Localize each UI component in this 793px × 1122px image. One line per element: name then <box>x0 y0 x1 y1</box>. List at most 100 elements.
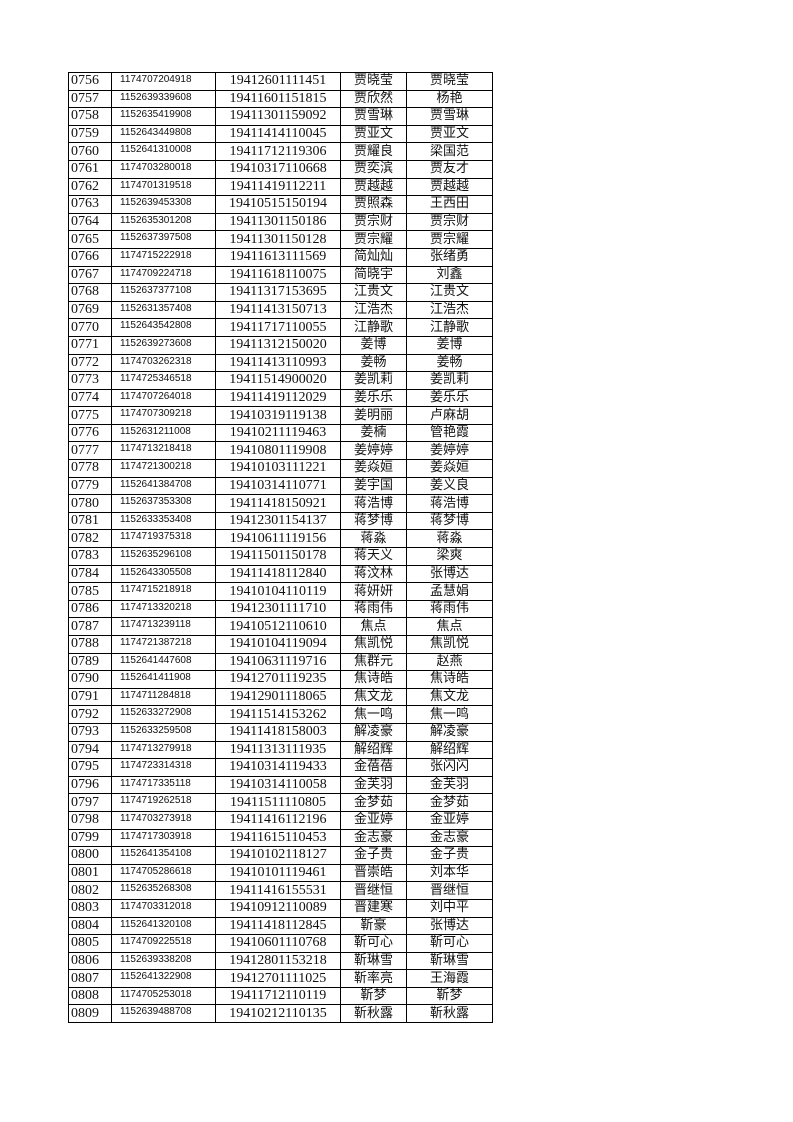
exam-number-cell: 19412701111025 <box>215 969 341 988</box>
student-name-cell: 贾雪琳 <box>340 107 407 126</box>
student-name-cell: 姜乐乐 <box>340 388 407 408</box>
registration-code-cell: 1152633353408 <box>111 511 216 531</box>
table-row: 0770 1152643542808 19411717110055 江静歌 江静歌 <box>68 318 493 337</box>
exam-number-cell: 19411414110045 <box>215 124 341 144</box>
row-number-cell: 0767 <box>68 265 112 285</box>
exam-number-cell: 19411413150713 <box>215 300 341 320</box>
guardian-name-cell: 贾宗财 <box>406 212 493 232</box>
registration-code-cell: 1152639273608 <box>111 335 216 355</box>
row-number-cell: 0774 <box>68 388 112 408</box>
exam-number-cell: 19410601110768 <box>215 934 341 953</box>
row-number-cell: 0759 <box>68 124 112 144</box>
table-row: 0805 1174709225518 19410601110768 靳可心 靳可心 <box>68 934 493 953</box>
registration-code-cell: 1152635419908 <box>111 107 216 126</box>
student-name-cell: 焦点 <box>340 617 407 636</box>
row-number-cell: 0779 <box>68 476 112 496</box>
registration-code-cell: 1174723314318 <box>111 758 216 777</box>
student-name-cell: 姜婷婷 <box>340 441 407 461</box>
row-number-cell: 0756 <box>68 72 112 91</box>
registration-code-cell: 1174713239118 <box>111 617 216 636</box>
table-row: 0788 1174721387218 19410104119094 焦凯悦 焦凯悦 <box>68 635 493 654</box>
row-number-cell: 0795 <box>68 758 112 777</box>
guardian-name-cell: 梁爽 <box>406 547 493 566</box>
table-row: 0807 1152641322908 19412701111025 靳率亮 王海霞 <box>68 969 493 988</box>
guardian-name-cell: 姜义良 <box>406 476 493 496</box>
row-number-cell: 0793 <box>68 722 112 742</box>
registration-code-cell: 1174721387218 <box>111 635 216 654</box>
student-name-cell: 姜畅 <box>340 353 407 373</box>
table-row: 0757 1152639339608 19411601151815 贾欣然 杨艳 <box>68 89 493 109</box>
registration-code-cell: 1174703273918 <box>111 810 216 830</box>
guardian-name-cell: 刘本华 <box>406 863 493 883</box>
registration-code-cell: 1152639339608 <box>111 89 216 109</box>
table-row: 0802 1152635268308 19411416155531 晋继恒 晋继恒 <box>68 881 493 900</box>
row-number-cell: 0758 <box>68 107 112 126</box>
student-name-cell: 焦诗皓 <box>340 670 407 689</box>
guardian-name-cell: 张绪勇 <box>406 247 493 267</box>
row-number-cell: 0805 <box>68 934 112 953</box>
student-name-cell: 焦凯悦 <box>340 635 407 654</box>
guardian-name-cell: 张博达 <box>406 916 493 936</box>
table-row: 0791 1174711284818 19412901118065 焦文龙 焦文龙 <box>68 687 493 707</box>
guardian-name-cell: 蒋淼 <box>406 529 493 549</box>
exam-number-cell: 19410314110058 <box>215 775 341 795</box>
table-row: 0795 1174723314318 19410314119433 金蓓蓓 张闪闪 <box>68 758 493 777</box>
row-number-cell: 0802 <box>68 881 112 900</box>
exam-number-cell: 19411313111935 <box>215 740 341 760</box>
guardian-name-cell: 江浩杰 <box>406 300 493 320</box>
guardian-name-cell: 蒋浩博 <box>406 494 493 513</box>
records-table: 0756 1174707204918 19412601111451 贾晓莹 贾晓莹 075… <box>68 72 493 1024</box>
student-name-cell: 焦文龙 <box>340 687 407 707</box>
row-number-cell: 0808 <box>68 986 112 1006</box>
guardian-name-cell: 张闪闪 <box>406 758 493 777</box>
row-number-cell: 0764 <box>68 212 112 232</box>
table-row: 0785 1174715218918 19410104110119 蒋妍妍 孟慧娟 <box>68 582 493 601</box>
row-number-cell: 0800 <box>68 846 112 865</box>
registration-code-cell: 1152643449808 <box>111 124 216 144</box>
table-row: 0793 1152633259508 19411418158003 解凌豪 解凌豪 <box>68 722 493 742</box>
table-row: 0794 1174713279918 19411313111935 解绍辉 解绍辉 <box>68 740 493 760</box>
exam-number-cell: 19410211119463 <box>215 423 341 443</box>
row-number-cell: 0801 <box>68 863 112 883</box>
row-number-cell: 0787 <box>68 617 112 636</box>
table-row: 0765 1152637397508 19411301150128 贾宗耀 贾宗耀 <box>68 230 493 249</box>
student-name-cell: 靳率亮 <box>340 969 407 988</box>
exam-number-cell: 19410104110119 <box>215 582 341 601</box>
exam-number-cell: 19410631119716 <box>215 652 341 672</box>
exam-number-cell: 19411419112211 <box>215 177 341 197</box>
registration-code-cell: 1174721300218 <box>111 459 216 478</box>
student-name-cell: 贾照森 <box>340 195 407 214</box>
table-row: 0756 1174707204918 19412601111451 贾晓莹 贾晓莹 <box>68 72 493 91</box>
row-number-cell: 0770 <box>68 318 112 337</box>
guardian-name-cell: 刘中平 <box>406 898 493 918</box>
exam-number-cell: 19410611119156 <box>215 529 341 549</box>
student-name-cell: 蒋梦博 <box>340 511 407 531</box>
guardian-name-cell: 金子贵 <box>406 846 493 865</box>
exam-number-cell: 19411301150186 <box>215 212 341 232</box>
exam-number-cell: 19412601111451 <box>215 72 341 91</box>
registration-code-cell: 1174715218918 <box>111 582 216 601</box>
exam-number-cell: 19410104119094 <box>215 635 341 654</box>
row-number-cell: 0782 <box>68 529 112 549</box>
student-name-cell: 解凌豪 <box>340 722 407 742</box>
registration-code-cell: 1152639338208 <box>111 951 216 971</box>
exam-number-cell: 19411511110805 <box>215 793 341 812</box>
guardian-name-cell: 姜博 <box>406 335 493 355</box>
registration-code-cell: 1174725346518 <box>111 371 216 390</box>
exam-number-cell: 19411615110453 <box>215 828 341 848</box>
exam-number-cell: 19411717110055 <box>215 318 341 337</box>
registration-code-cell: 1152631357408 <box>111 300 216 320</box>
row-number-cell: 0757 <box>68 89 112 109</box>
table-row: 0782 1174719375318 19410611119156 蒋淼 蒋淼 <box>68 529 493 549</box>
row-number-cell: 0806 <box>68 951 112 971</box>
exam-number-cell: 19412701119235 <box>215 670 341 689</box>
table-row: 0804 1152641320108 19411418112845 靳豪 张博达 <box>68 916 493 936</box>
guardian-name-cell: 贾亚文 <box>406 124 493 144</box>
student-name-cell: 焦群元 <box>340 652 407 672</box>
student-name-cell: 金志豪 <box>340 828 407 848</box>
student-name-cell: 贾晓莹 <box>340 72 407 91</box>
exam-number-cell: 19411514900020 <box>215 371 341 390</box>
guardian-name-cell: 王海霞 <box>406 969 493 988</box>
student-name-cell: 贾奕滨 <box>340 159 407 179</box>
registration-code-cell: 1152641320108 <box>111 916 216 936</box>
